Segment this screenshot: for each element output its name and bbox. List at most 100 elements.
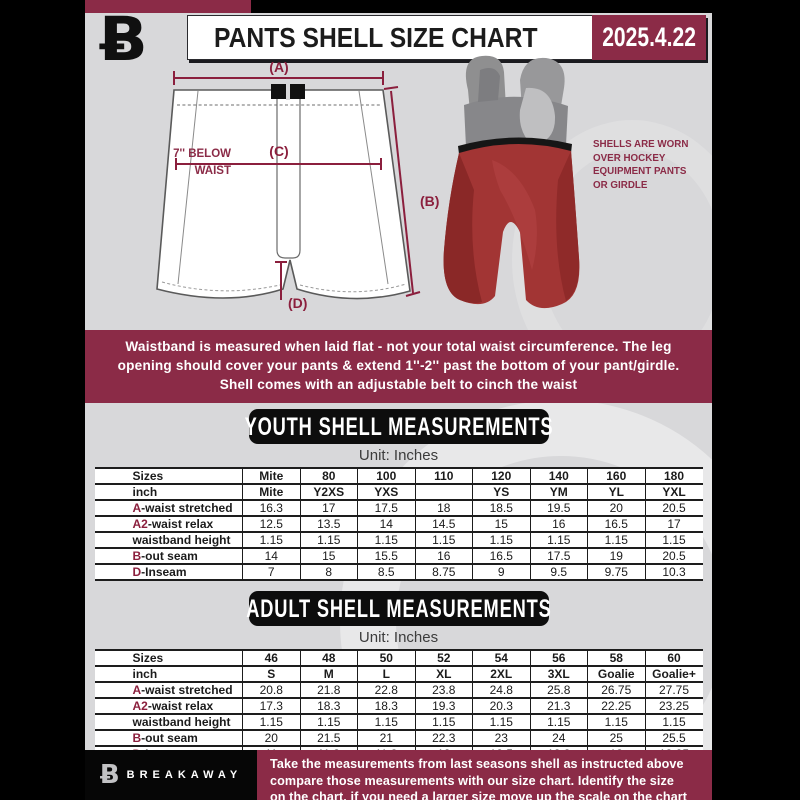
table-cell: 20.5 (644, 499, 703, 517)
footer: Ƀ BREAKAWAY Take the measurements from l… (85, 750, 712, 800)
table-cell: 3XL (529, 665, 588, 683)
adult-unit-label: Unit: Inches (358, 629, 439, 647)
table-cell: 27.75 (644, 681, 703, 699)
table-cell: 20.8 (242, 681, 300, 699)
table-row: B-out seam 14 15 15.5 16 16.5 17.5 19 20.5 (94, 547, 703, 565)
row-label: A2-waist relax (94, 515, 243, 533)
row-label: Sizes (94, 649, 243, 667)
table-cell: 21.5 (299, 729, 358, 747)
table-cell: 25.5 (644, 729, 703, 747)
table-cell: 17.5 (357, 499, 415, 517)
shorts-measurement-diagram: (A) (C) (156, 60, 439, 311)
youth-size-table: Sizes Mite 80 100 110 120 140 160 180 inch Mite Y2X… (94, 467, 703, 582)
table-cell: 24.8 (472, 681, 530, 699)
date-box: 2025.4.22 (592, 15, 706, 60)
table-row: waistband height 1.15 1.15 1.15 1.15 1.15 1.15… (94, 713, 703, 731)
table-cell: 1.15 (529, 531, 588, 549)
table-cell: 23.25 (644, 697, 703, 715)
table-row: A2-waist relax 12.5 13.5 14 14.5 15 16 16.5 17 (94, 515, 703, 533)
adult-section-banner: ADULT SHELL MEASUREMENTS (246, 591, 550, 627)
table-cell: 7 (242, 563, 300, 582)
table-row: inch Mite Y2XS YXS YS YM YL YXL (94, 483, 703, 501)
page-title: PANTS SHELL SIZE CHART (214, 21, 538, 53)
table-cell: 1.15 (644, 713, 703, 731)
table-cell: 20 (242, 729, 300, 747)
adult-size-table: Sizes 46 48 50 52 54 56 58 60 inch S M L XL 2XL 3XL Goal… (94, 649, 703, 764)
table-cell: 16.5 (472, 547, 530, 565)
table-cell: 25.8 (529, 681, 588, 699)
table-row: inch S M L XL 2XL 3XL Goalie Goalie+ (94, 665, 703, 683)
table-cell: 60 (644, 649, 703, 667)
youth-unit-label: Unit: Inches (358, 447, 439, 465)
table-cell: 52 (414, 649, 473, 667)
table-row: waistband height 1.15 1.15 1.15 1.15 1.15 1.15… (94, 531, 703, 549)
table-row: D-Inseam 7 8 8.5 8.75 9 9.5 9.75 10.3 (94, 563, 703, 582)
table-cell: 19.3 (414, 697, 473, 715)
table-cell: Mite (242, 467, 300, 485)
table-cell: Goalie+ (644, 665, 703, 683)
table-cell: 2XL (472, 665, 530, 683)
revision-date: 2025.4.22 (602, 22, 696, 52)
table-cell: 1.15 (414, 531, 473, 549)
table-cell: 21.8 (299, 681, 358, 699)
below-waist-note: 7'' BELOW WAIST (173, 148, 231, 177)
table-cell: 17.3 (242, 697, 300, 715)
table-cell: 16 (414, 547, 473, 565)
table-cell: 16.5 (587, 515, 645, 533)
waistband-info-banner: Waistband is measured when laid flat - n… (85, 330, 712, 404)
table-cell: 14 (242, 547, 300, 565)
table-cell: Mite (242, 483, 300, 501)
table-row: Sizes 46 48 50 52 54 56 58 60 (94, 649, 703, 667)
table-row: A2-waist relax 17.3 18.3 18.3 19.3 20.3 21.3 22… (94, 697, 703, 715)
table-cell: 110 (414, 467, 473, 485)
table-cell: 1.15 (357, 713, 415, 731)
table-cell: 9.5 (529, 563, 588, 582)
table-cell: 1.15 (587, 531, 645, 549)
table-cell: 19 (587, 547, 645, 565)
table-cell: 17 (299, 499, 358, 517)
row-label: waistband height (94, 713, 243, 731)
table-cell: YS (472, 483, 530, 501)
table-cell: 8.5 (357, 563, 415, 582)
measure-label-c: (C) (269, 143, 288, 159)
table-cell: 1.15 (644, 531, 703, 549)
table-cell: YXS (357, 483, 415, 501)
breakaway-logo-icon: Ƀ (99, 760, 120, 790)
table-cell: 14 (357, 515, 415, 533)
table-cell: 22.8 (357, 681, 415, 699)
table-cell: 120 (472, 467, 530, 485)
youth-section-title: YOUTH SHELL MEASUREMENTS (244, 412, 553, 441)
table-cell: 24 (529, 729, 588, 747)
table-cell: 16.3 (242, 499, 300, 517)
measure-label-a: (A) (269, 60, 288, 75)
table-cell: 20.5 (644, 547, 703, 565)
measure-label-d: (D) (288, 295, 307, 311)
row-label: D-Inseam (94, 563, 243, 582)
row-label: A2-waist relax (94, 697, 243, 715)
table-cell: 1.15 (587, 713, 645, 731)
table-cell: 56 (529, 649, 588, 667)
table-cell: YM (529, 483, 588, 501)
table-cell: 22.25 (587, 697, 645, 715)
table-cell: 1.15 (242, 713, 300, 731)
table-cell: 17 (644, 515, 703, 533)
table-cell: 26.75 (587, 681, 645, 699)
table-cell: 9 (472, 563, 530, 582)
footer-brand: Ƀ BREAKAWAY (85, 750, 257, 800)
table-cell: 100 (357, 467, 415, 485)
table-row: A-waist stretched 16.3 17 17.5 18 18.5 19.5 20 2… (94, 499, 703, 517)
table-cell: 1.15 (414, 713, 473, 731)
table-cell: 15.5 (357, 547, 415, 565)
table-cell: 16 (529, 515, 588, 533)
table-cell: 1.15 (299, 713, 358, 731)
table-cell: 80 (299, 467, 358, 485)
brand-name: BREAKAWAY (126, 769, 243, 781)
title-box: PANTS SHELL SIZE CHART (187, 15, 593, 60)
table-cell: 17.5 (529, 547, 588, 565)
table-cell: 18.3 (299, 697, 358, 715)
table-cell: 1.15 (472, 531, 530, 549)
table-cell: M (299, 665, 358, 683)
row-label: A-waist stretched (94, 499, 243, 517)
table-cell: 48 (299, 649, 358, 667)
table-cell: 180 (644, 467, 703, 485)
